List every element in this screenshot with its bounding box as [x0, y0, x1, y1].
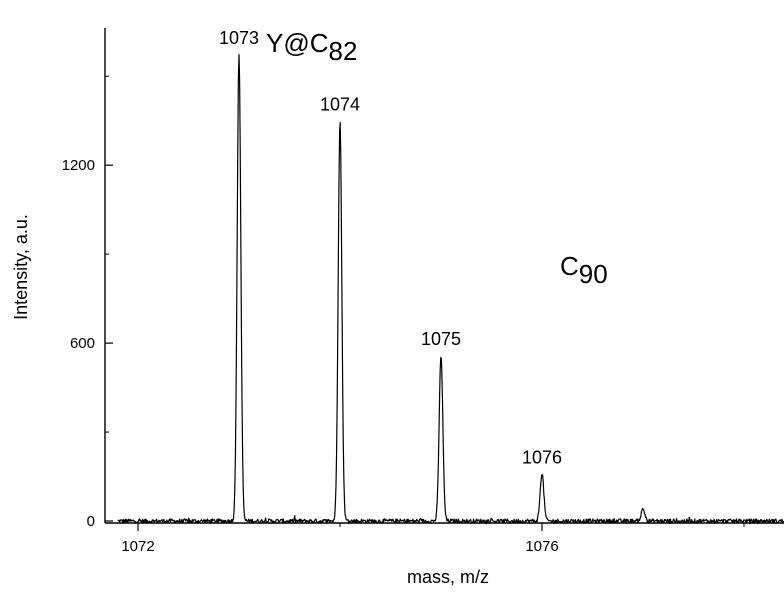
y-axis-title: Intensity, a.u. [11, 214, 31, 320]
peak-labels: 1073107410751076108010811082 [219, 28, 562, 468]
spectrum-trace [117, 54, 784, 525]
spectrum-layer [117, 54, 784, 525]
x-tick-label: 1072 [121, 538, 154, 555]
x-tick-label: 1076 [525, 538, 558, 555]
axes: 060012001072107610801084 [62, 28, 784, 555]
y-tick-label: 600 [70, 335, 95, 352]
y-tick-label: 1200 [62, 157, 95, 174]
species-label-subscript: 82 [329, 36, 358, 66]
x-axis-title: mass, m/z [407, 567, 489, 587]
peak-label-1073: 1073 [219, 28, 259, 48]
peak-label-1075: 1075 [421, 329, 461, 349]
species-label-subscript: 90 [579, 259, 608, 289]
peak-label-1076: 1076 [522, 448, 562, 468]
peak-label-1074: 1074 [320, 95, 360, 115]
species-label-c90: C90 [560, 251, 608, 289]
species-label-base: C [560, 251, 579, 281]
y-tick-label: 0 [87, 513, 95, 530]
species-label-base: Y@C [266, 28, 329, 58]
species-label-y-at-c82: Y@C82 [266, 28, 357, 66]
